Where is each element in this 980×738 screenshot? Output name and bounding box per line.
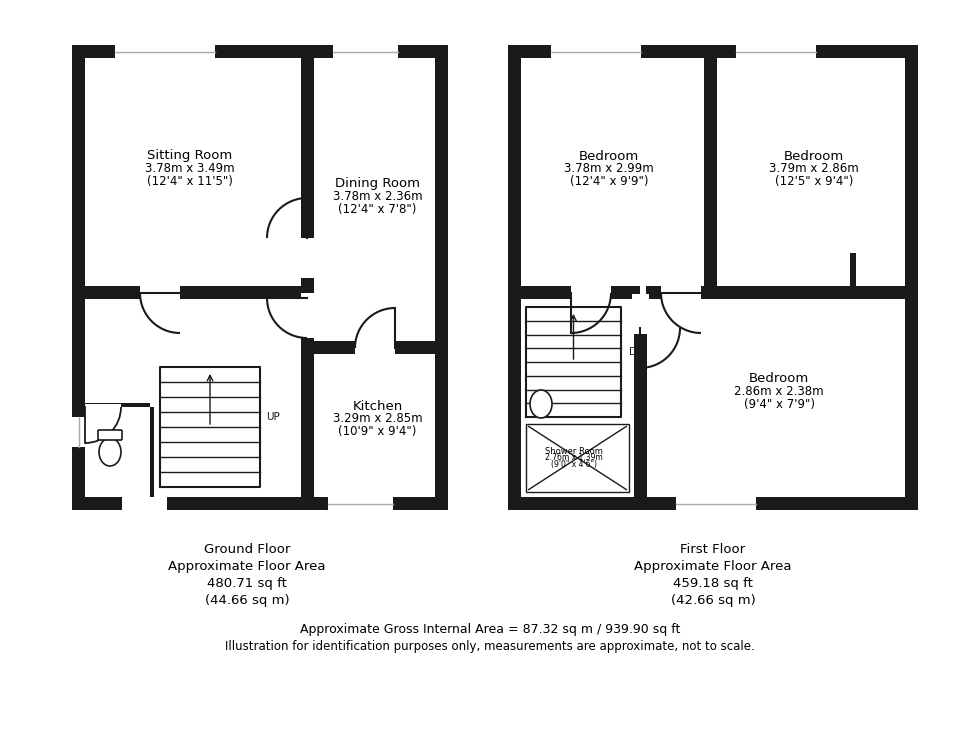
Bar xyxy=(435,45,448,510)
Bar xyxy=(150,407,154,497)
Bar xyxy=(328,497,393,510)
Text: Approximate Floor Area: Approximate Floor Area xyxy=(169,560,325,573)
Text: Approximate Gross Internal Area = 87.32 sq m / 939.90 sq ft: Approximate Gross Internal Area = 87.32 … xyxy=(300,623,680,636)
Text: 3.29m x 2.85m: 3.29m x 2.85m xyxy=(332,413,422,426)
Bar xyxy=(526,424,629,492)
Bar xyxy=(551,45,641,58)
Bar xyxy=(301,299,314,497)
Ellipse shape xyxy=(99,438,121,466)
Bar xyxy=(508,45,521,510)
Bar xyxy=(85,286,140,299)
Text: Bedroom: Bedroom xyxy=(579,150,639,162)
Bar xyxy=(115,45,215,58)
Bar xyxy=(508,45,918,58)
Bar xyxy=(85,404,121,409)
Bar xyxy=(299,298,316,338)
Bar xyxy=(72,417,85,447)
Text: Bedroom: Bedroom xyxy=(784,150,844,162)
Bar xyxy=(736,45,816,58)
Bar xyxy=(307,497,448,510)
Text: Illustration for identification purposes only, measurements are approximate, not: Illustration for identification purposes… xyxy=(225,640,755,653)
Text: 3.78m x 3.49m: 3.78m x 3.49m xyxy=(145,162,234,176)
Text: (12'4" x 7'8"): (12'4" x 7'8") xyxy=(338,203,416,216)
Text: (42.66 sq m): (42.66 sq m) xyxy=(670,594,756,607)
Bar xyxy=(180,286,301,299)
Text: 2.76m x 1.39m: 2.76m x 1.39m xyxy=(545,453,603,463)
Text: 3.79m x 2.86m: 3.79m x 2.86m xyxy=(769,162,858,176)
Bar xyxy=(676,497,756,510)
Text: (9'0" x 4'6"): (9'0" x 4'6") xyxy=(551,461,597,469)
Text: (44.66 sq m): (44.66 sq m) xyxy=(205,594,289,607)
Text: (12'4" x 11'5"): (12'4" x 11'5") xyxy=(147,176,232,188)
Bar xyxy=(72,497,122,510)
Bar xyxy=(140,284,180,301)
Text: (12'5" x 9'4"): (12'5" x 9'4") xyxy=(775,176,854,188)
Text: 3.78m x 2.99m: 3.78m x 2.99m xyxy=(564,162,654,176)
Bar xyxy=(661,284,701,301)
Bar xyxy=(905,45,918,510)
Bar xyxy=(521,286,640,299)
Text: 459.18 sq ft: 459.18 sq ft xyxy=(673,577,753,590)
Text: (12'4" x 9'9"): (12'4" x 9'9") xyxy=(569,176,648,188)
Text: 3.78m x 2.36m: 3.78m x 2.36m xyxy=(332,190,422,203)
Bar xyxy=(704,45,717,293)
Bar xyxy=(85,403,150,407)
Text: 480.71 sq ft: 480.71 sq ft xyxy=(207,577,287,590)
Bar xyxy=(299,238,316,278)
Bar xyxy=(850,287,911,293)
Text: Dining Room: Dining Room xyxy=(335,177,420,190)
Bar xyxy=(301,45,314,293)
Bar xyxy=(634,299,647,497)
Bar xyxy=(98,430,122,440)
Bar xyxy=(167,497,307,510)
Bar xyxy=(571,284,611,301)
Text: Bedroom: Bedroom xyxy=(749,372,809,385)
Bar xyxy=(355,339,395,356)
Bar xyxy=(313,341,367,354)
Text: Kitchen: Kitchen xyxy=(353,399,403,413)
Bar xyxy=(333,45,398,58)
Bar xyxy=(508,497,918,510)
Bar xyxy=(850,253,856,293)
Text: Approximate Floor Area: Approximate Floor Area xyxy=(634,560,792,573)
Text: (9'4" x 7'9"): (9'4" x 7'9") xyxy=(744,398,814,411)
Text: Shower Room: Shower Room xyxy=(545,446,603,455)
Text: (10'9" x 9'4"): (10'9" x 9'4") xyxy=(338,426,416,438)
Bar xyxy=(646,286,905,299)
Bar xyxy=(72,45,85,510)
Text: First Floor: First Floor xyxy=(680,543,746,556)
Text: 2.86m x 2.38m: 2.86m x 2.38m xyxy=(734,385,824,398)
Bar xyxy=(390,341,435,354)
Text: Ground Floor: Ground Floor xyxy=(204,543,290,556)
Text: DN: DN xyxy=(629,347,645,357)
Text: UP: UP xyxy=(266,412,279,422)
Bar xyxy=(72,45,448,58)
Bar xyxy=(632,294,649,334)
Text: Sitting Room: Sitting Room xyxy=(147,150,232,162)
Ellipse shape xyxy=(530,390,552,418)
